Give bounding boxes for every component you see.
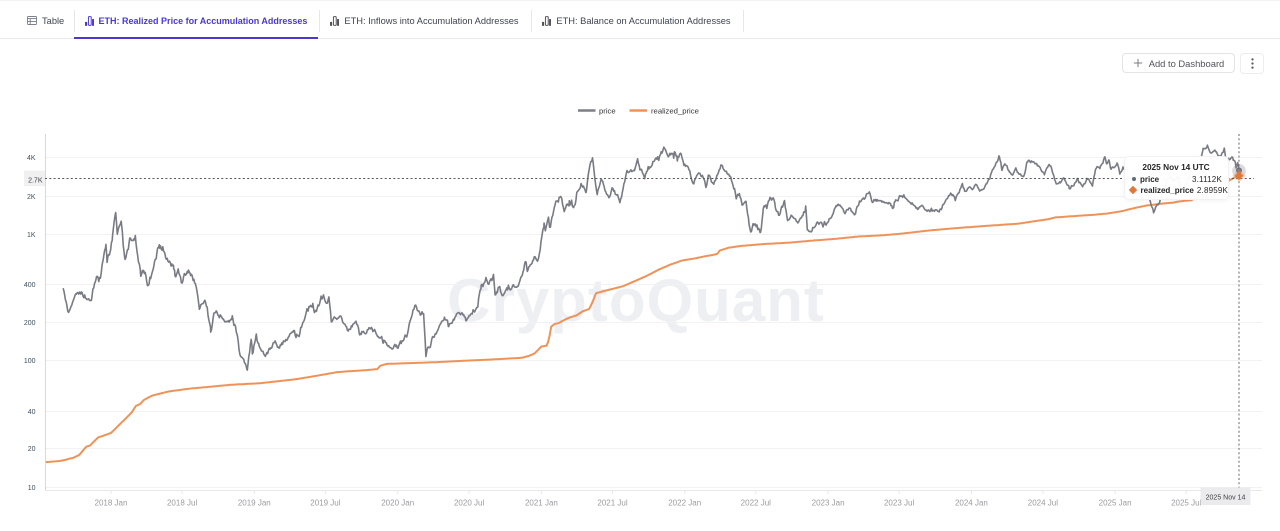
- svg-text:100: 100: [24, 358, 36, 365]
- svg-text:2019 Jan: 2019 Jan: [238, 499, 271, 508]
- svg-text:2018 Jan: 2018 Jan: [95, 499, 128, 508]
- svg-text:2019 Jul: 2019 Jul: [310, 499, 340, 508]
- svg-text:2025 Nov 14: 2025 Nov 14: [1206, 495, 1246, 502]
- svg-text:20: 20: [28, 446, 36, 453]
- svg-text:2023 Jul: 2023 Jul: [884, 499, 914, 508]
- svg-text:4K: 4K: [27, 155, 36, 162]
- svg-text:1K: 1K: [27, 232, 36, 239]
- svg-text:2021 Jul: 2021 Jul: [597, 499, 627, 508]
- svg-text:2021 Jan: 2021 Jan: [525, 499, 558, 508]
- svg-text:400: 400: [24, 282, 36, 289]
- svg-text:2020 Jan: 2020 Jan: [381, 499, 414, 508]
- svg-text:2020 Jul: 2020 Jul: [454, 499, 484, 508]
- svg-text:10: 10: [28, 485, 36, 492]
- svg-text:2K: 2K: [27, 194, 36, 201]
- svg-text:2022 Jul: 2022 Jul: [741, 499, 771, 508]
- svg-text:2018 Jul: 2018 Jul: [167, 499, 197, 508]
- svg-text:2024 Jul: 2024 Jul: [1028, 499, 1058, 508]
- svg-text:40: 40: [28, 409, 36, 416]
- svg-text:2023 Jan: 2023 Jan: [812, 499, 845, 508]
- svg-text:2025 Jan: 2025 Jan: [1099, 499, 1132, 508]
- svg-text:CryptoQuant: CryptoQuant: [447, 267, 825, 334]
- svg-text:2025 Jul: 2025 Jul: [1171, 499, 1201, 508]
- svg-text:realized_price: realized_price: [651, 107, 699, 116]
- svg-text:200: 200: [24, 320, 36, 327]
- svg-text:2024 Jan: 2024 Jan: [955, 499, 988, 508]
- svg-text:2022 Jan: 2022 Jan: [668, 499, 701, 508]
- svg-text:price: price: [599, 107, 616, 116]
- svg-text:2.7K: 2.7K: [28, 178, 43, 185]
